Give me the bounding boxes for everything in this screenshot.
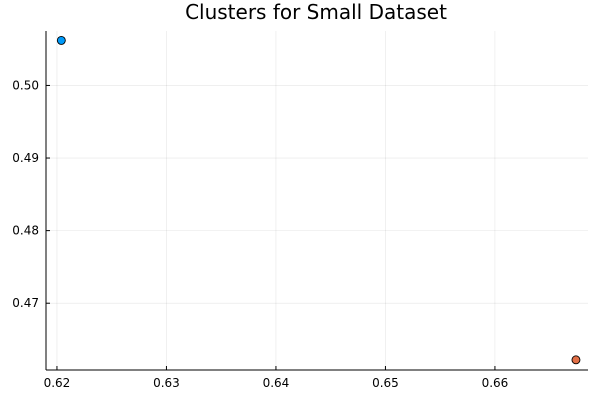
data-point-series-2 — [571, 355, 581, 365]
y-tick-label: 0.49 — [12, 151, 39, 165]
axes — [45, 31, 588, 371]
x-tick-label: 0.64 — [263, 376, 290, 390]
x-tick-label: 0.65 — [372, 376, 399, 390]
x-tick-label: 0.66 — [482, 376, 509, 390]
y-tick-label: 0.50 — [12, 78, 39, 92]
data-points — [56, 35, 581, 365]
x-tick-label: 0.63 — [153, 376, 180, 390]
tick-labels: 0.62 0.63 0.64 0.65 0.66 0.47 0.48 0.49 0.50 — [12, 78, 508, 390]
data-point-series-1 — [56, 35, 66, 45]
grid — [46, 31, 588, 370]
x-tick-label: 0.62 — [44, 376, 71, 390]
chart-title: Clusters for Small Dataset — [185, 0, 447, 24]
y-tick-label: 0.48 — [12, 224, 39, 238]
y-tick-label: 0.47 — [12, 296, 39, 310]
